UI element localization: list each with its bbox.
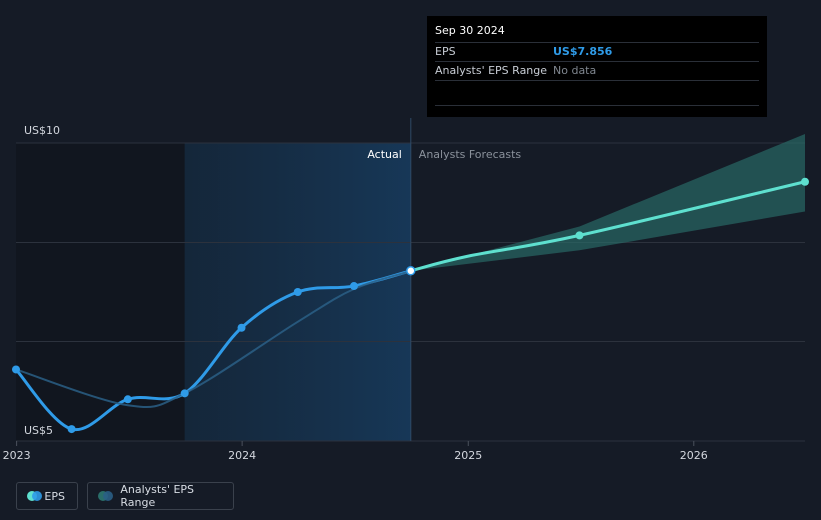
forecast-point	[575, 231, 584, 240]
eps-point	[180, 389, 189, 398]
x-tick-label-2: 2025	[454, 449, 482, 462]
legend-eps-label: EPS	[44, 489, 65, 503]
eps-point-highlighted	[406, 266, 416, 276]
forecast-region-label: Analysts Forecasts	[419, 148, 522, 161]
forecast-range-band	[410, 134, 805, 271]
tooltip-eps-label: EPS	[435, 45, 456, 58]
tooltip-eps-row: EPS US$7.856	[435, 42, 759, 61]
legend-range-swatch-b	[103, 491, 113, 501]
legend-range-swatch	[98, 491, 113, 501]
eps-point	[123, 395, 132, 404]
eps-point	[67, 425, 76, 434]
actual-region-label: Actual	[367, 148, 401, 161]
eps-point	[12, 365, 20, 374]
tooltip-date: Sep 30 2024	[435, 24, 505, 37]
tooltip-spacer	[435, 81, 759, 106]
tooltip-range-row: Analysts' EPS Range No data	[435, 61, 759, 81]
eps-point	[349, 282, 358, 291]
x-tick-label-3: 2026	[680, 449, 708, 462]
x-tick-label-0: 2023	[3, 449, 31, 462]
series-line-eps-forecast	[409, 180, 807, 273]
eps-point	[237, 323, 246, 332]
y-axis-bottom-label: US$5	[24, 424, 53, 437]
legend-eps-swatch	[27, 491, 42, 501]
y-axis-top-label: US$10	[24, 124, 60, 137]
eps-point	[293, 288, 302, 296]
tooltip-range-value: No data	[553, 64, 597, 77]
past-region	[16, 143, 185, 441]
legend-eps-button[interactable]: EPS	[16, 482, 78, 510]
legend-range-label: Analysts' EPS Range	[120, 483, 195, 509]
forecast-point	[801, 177, 809, 186]
legend-range-button[interactable]: Analysts' EPS Range	[87, 482, 234, 510]
hover-tooltip: Sep 30 2024 EPS US$7.856 Analysts' EPS R…	[427, 16, 767, 117]
x-tick-label-1: 2024	[228, 449, 256, 462]
tooltip-range-label: Analysts' EPS Range	[435, 64, 548, 77]
tooltip-eps-value: US$7.856	[553, 45, 613, 58]
legend-eps-swatch-b	[32, 491, 42, 501]
